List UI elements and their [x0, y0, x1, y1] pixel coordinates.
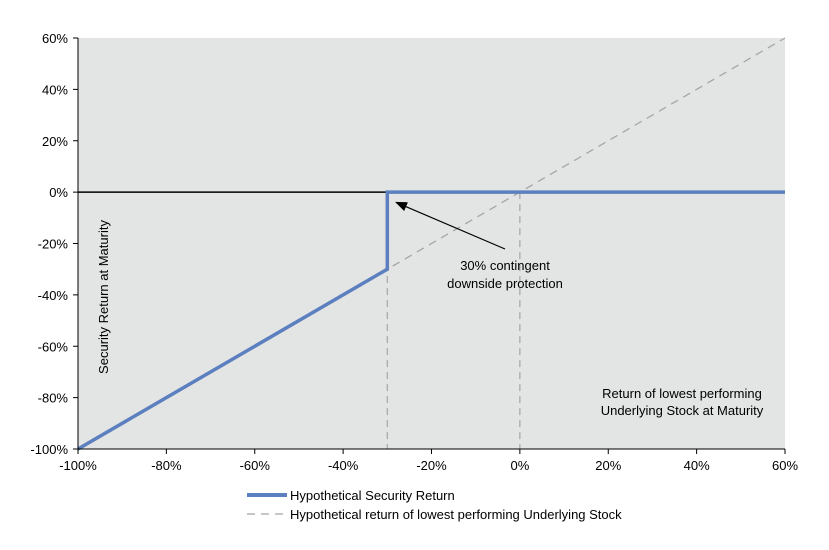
y-tick-label: -60% [38, 339, 69, 354]
x-axis-label-line-2: Underlying Stock at Maturity [601, 403, 764, 418]
x-tick-label: -20% [416, 458, 447, 473]
legend-label-underlying-return: Hypothetical return of lowest performing… [290, 507, 622, 522]
y-tick-label: -40% [38, 288, 69, 303]
x-tick-label: -40% [328, 458, 359, 473]
y-tick-label: 20% [42, 134, 68, 149]
y-tick-label: 0% [49, 185, 68, 200]
series-layer [77, 37, 786, 451]
legend: Hypothetical Security Return Hypothetica… [247, 488, 622, 522]
annotation-line-2: downside protection [447, 276, 563, 291]
y-tick-label: -20% [38, 237, 69, 252]
y-axis-label: Security Return at Maturity [96, 220, 111, 374]
y-tick-label: 60% [42, 31, 68, 46]
x-tick-label: -60% [240, 458, 271, 473]
y-tick-label: 40% [42, 82, 68, 97]
x-tick-label: 20% [595, 458, 621, 473]
x-tick-label: 0% [510, 458, 529, 473]
y-tick-label: -100% [30, 442, 68, 457]
x-tick-label: -100% [59, 458, 97, 473]
y-tick-labels: -100% -80% -60% -40% -20% 0% 20% 40% 60% [30, 31, 68, 457]
legend-label-security-return: Hypothetical Security Return [290, 488, 455, 503]
x-tick-label: 60% [772, 458, 798, 473]
x-tick-label: -80% [151, 458, 182, 473]
annotation-line-1: 30% contingent [460, 258, 550, 273]
series-underlying-return-line [77, 37, 786, 450]
annotation-arrow [395, 201, 506, 250]
x-tick-label: 40% [684, 458, 710, 473]
y-tick-label: -80% [38, 391, 69, 406]
x-axis-label-line-1: Return of lowest performing [602, 386, 762, 401]
axes [73, 37, 786, 454]
series-security-return-line [77, 190, 785, 451]
x-tick-labels: -100% -80% -60% -40% -20% 0% 20% 40% 60% [59, 458, 798, 473]
